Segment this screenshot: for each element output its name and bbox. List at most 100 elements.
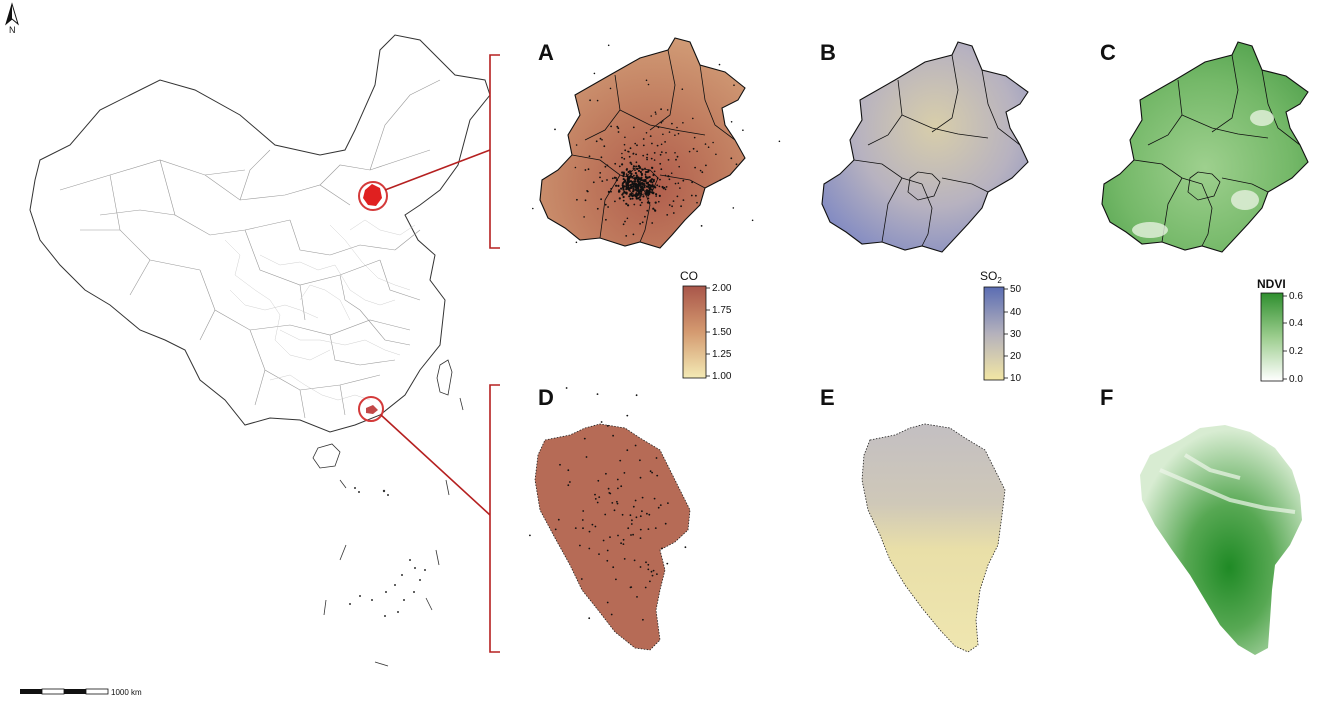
monitoring-point — [650, 191, 653, 194]
monitoring-point — [627, 527, 630, 530]
co-tick-label: 1.00 — [712, 371, 732, 382]
monitoring-point — [704, 143, 707, 145]
monitoring-point — [666, 562, 669, 565]
connector-lines — [380, 54, 500, 653]
monitoring-point — [631, 195, 634, 198]
monitoring-point — [751, 219, 754, 222]
monitoring-point — [658, 194, 661, 197]
monitoring-point — [719, 179, 722, 181]
monitoring-point — [626, 178, 629, 181]
monitoring-point — [643, 184, 646, 187]
monitoring-point — [625, 173, 628, 176]
monitoring-point — [742, 129, 744, 131]
monitoring-point — [630, 523, 633, 525]
panel-c-letter: C — [1100, 40, 1116, 65]
co-tick-label: 1.50 — [712, 327, 732, 338]
beijing-locator-circle — [358, 181, 388, 211]
monitoring-point — [598, 553, 600, 555]
monitoring-point — [596, 501, 599, 504]
monitoring-point — [627, 170, 630, 174]
monitoring-point — [589, 99, 591, 102]
monitoring-point — [647, 568, 650, 571]
monitoring-point — [634, 188, 637, 191]
monitoring-point — [643, 186, 646, 189]
monitoring-point — [707, 146, 710, 148]
monitoring-point — [612, 434, 614, 437]
monitoring-point — [636, 193, 639, 196]
monitoring-point — [607, 206, 609, 208]
monitoring-point — [614, 162, 617, 165]
monitoring-point — [559, 463, 561, 466]
monitoring-point — [621, 152, 623, 155]
monitoring-point — [656, 177, 659, 180]
monitoring-point — [627, 204, 630, 207]
ndvi-tick-label: 0.0 — [1289, 374, 1303, 385]
monitoring-point — [648, 180, 651, 183]
monitoring-point — [651, 574, 654, 577]
monitoring-point — [641, 496, 644, 499]
monitoring-point — [653, 497, 656, 500]
monitoring-point — [671, 122, 673, 125]
monitoring-point — [660, 168, 663, 171]
monitoring-point — [632, 233, 635, 236]
monitoring-point — [620, 187, 623, 190]
beijing-highlight — [363, 184, 382, 206]
monitoring-point — [636, 144, 638, 147]
monitoring-point — [584, 169, 587, 171]
monitoring-point — [609, 536, 611, 538]
monitoring-point — [674, 152, 676, 154]
monitoring-point — [615, 177, 618, 179]
panel-f: F — [1100, 385, 1302, 655]
monitoring-point — [664, 188, 667, 191]
monitoring-point — [607, 487, 610, 490]
monitoring-point — [650, 157, 653, 160]
monitoring-point — [733, 84, 735, 86]
monitoring-point — [625, 235, 628, 237]
taiwan-island — [436, 359, 453, 396]
monitoring-point — [613, 509, 616, 512]
monitoring-point — [567, 484, 570, 487]
monitoring-point — [585, 456, 588, 458]
monitoring-point — [693, 136, 696, 139]
monitoring-point — [649, 135, 652, 138]
monitoring-point — [660, 143, 663, 146]
north-label: N — [9, 25, 16, 35]
monitoring-point — [632, 533, 634, 536]
monitoring-point — [652, 191, 655, 194]
monitoring-point — [592, 181, 595, 184]
monitoring-point — [639, 515, 642, 518]
monitoring-point — [667, 502, 669, 504]
so2-tick-label: 30 — [1010, 329, 1022, 340]
monitoring-point — [632, 189, 635, 192]
monitoring-point — [630, 172, 633, 175]
monitoring-point — [626, 181, 629, 184]
monitoring-point — [599, 176, 601, 179]
monitoring-point — [661, 185, 664, 189]
monitoring-point — [610, 125, 612, 128]
monitoring-point — [619, 459, 622, 462]
monitoring-point — [584, 199, 587, 202]
monitoring-point — [651, 166, 653, 169]
panel-f-letter: F — [1100, 385, 1113, 410]
beijing-so2-map — [821, 41, 1029, 253]
monitoring-point — [646, 156, 648, 159]
monitoring-point — [565, 387, 568, 389]
monitoring-point — [622, 175, 625, 178]
monitoring-point — [659, 153, 662, 156]
monitoring-point — [620, 542, 622, 545]
monitoring-point — [651, 142, 653, 145]
monitoring-point — [646, 192, 649, 195]
monitoring-point — [639, 222, 641, 225]
monitoring-point — [655, 193, 658, 196]
monitoring-point — [645, 561, 647, 564]
monitoring-point — [615, 179, 619, 182]
monitoring-point — [628, 151, 630, 153]
monitoring-point — [638, 164, 640, 167]
monitoring-point — [648, 513, 651, 516]
monitoring-point — [634, 172, 638, 175]
so2-tick-label: 10 — [1010, 373, 1022, 384]
monitoring-point — [635, 192, 638, 195]
monitoring-point — [639, 204, 642, 207]
monitoring-point — [631, 197, 634, 200]
monitoring-point — [630, 186, 633, 189]
